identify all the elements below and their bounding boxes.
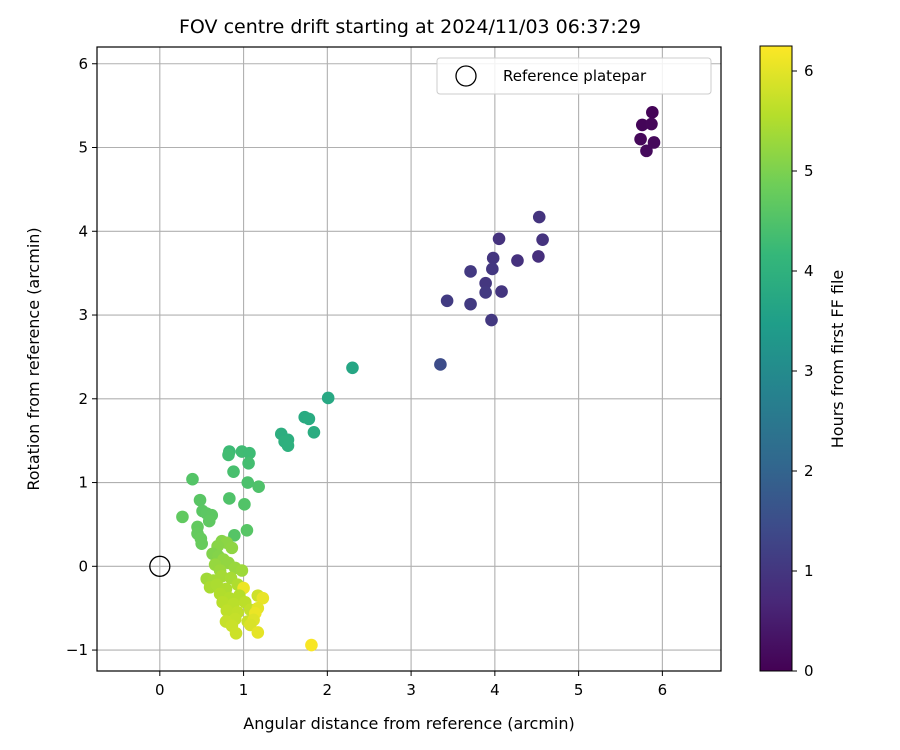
y-tick-label: 6 <box>78 55 88 73</box>
data-point <box>511 254 524 267</box>
data-point <box>464 297 477 311</box>
y-tick-label: 1 <box>78 474 88 492</box>
data-point <box>647 136 661 149</box>
x-tick-label: 4 <box>490 681 500 699</box>
data-point <box>186 472 199 486</box>
legend-box <box>436 57 712 95</box>
data-point <box>222 448 235 462</box>
data-point <box>532 250 545 263</box>
data-point <box>281 439 295 452</box>
data-point <box>227 465 240 478</box>
colorbar-tick-label: 4 <box>804 262 814 280</box>
data-point <box>434 358 447 371</box>
legend: Reference platepar <box>436 57 712 95</box>
data-point <box>645 117 658 131</box>
grid <box>97 47 721 671</box>
data-point <box>479 286 492 299</box>
data-point <box>176 510 189 524</box>
x-tick-label: 6 <box>658 681 668 699</box>
colorbar-tick-label: 0 <box>804 662 814 680</box>
data-point <box>532 210 546 224</box>
x-tick-label: 0 <box>155 681 165 699</box>
data-point <box>635 118 649 132</box>
data-point <box>242 456 255 470</box>
x-tick-label: 5 <box>574 681 584 699</box>
reference-marker-layer <box>149 555 171 577</box>
data-point <box>202 514 216 528</box>
data-point <box>346 361 359 375</box>
data-point <box>229 627 243 640</box>
x-tick-label: 1 <box>239 681 249 699</box>
data-point <box>479 276 492 290</box>
colorbar-ticks: 0 1 2 3 4 5 6 <box>792 62 814 680</box>
data-point <box>193 493 207 507</box>
data-point <box>302 412 316 426</box>
y-tick-label: −1 <box>66 641 88 659</box>
data-point <box>492 232 506 246</box>
data-point <box>321 391 335 405</box>
data-point <box>486 262 499 276</box>
data-point <box>305 638 318 652</box>
legend-reference-marker <box>455 65 477 87</box>
colorbar-gradient <box>759 45 793 672</box>
y-tick-label: 5 <box>78 139 88 157</box>
x-tick-label: 2 <box>323 681 333 699</box>
data-point <box>195 537 208 550</box>
data-point <box>536 233 549 246</box>
y-ticks: −1 0 1 2 3 4 5 6 <box>66 55 97 659</box>
y-tick-label: 3 <box>78 306 88 324</box>
x-axis-label: Angular distance from reference (arcmin) <box>243 714 574 733</box>
colorbar-label: Hours from first FF file <box>828 270 847 449</box>
data-point <box>223 492 236 505</box>
data-point <box>256 591 270 605</box>
colorbar-tick-label: 3 <box>804 362 814 380</box>
colorbar-tick-label: 2 <box>804 462 814 480</box>
data-point <box>238 498 251 511</box>
x-tick-label: 3 <box>406 681 416 699</box>
data-point <box>240 523 254 537</box>
data-point <box>440 294 454 308</box>
data-point <box>307 425 321 439</box>
data-point <box>251 626 265 639</box>
data-point <box>225 541 239 555</box>
data-point <box>634 132 647 146</box>
data-point <box>464 265 477 278</box>
data-point <box>241 476 255 489</box>
data-point <box>235 564 249 577</box>
legend-entry-reference-platepar: Reference platepar <box>503 67 647 85</box>
data-point <box>485 313 498 327</box>
y-axis-label: Rotation from reference (arcmin) <box>24 227 43 490</box>
y-tick-label: 4 <box>78 222 88 240</box>
data-point <box>495 285 508 298</box>
data-point <box>220 604 234 617</box>
y-tick-label: 2 <box>78 390 88 408</box>
colorbar-tick-label: 1 <box>804 562 814 580</box>
colorbar: 0 1 2 3 4 5 6 Hours from first FF file <box>759 45 847 680</box>
y-tick-label: 0 <box>78 557 88 575</box>
data-point <box>243 446 256 460</box>
data-point <box>646 106 659 119</box>
colorbar-tick-label: 5 <box>804 162 814 180</box>
data-point <box>252 480 265 494</box>
colorbar-tick-label: 6 <box>804 62 814 80</box>
x-ticks: 0 1 2 3 4 5 6 <box>155 671 667 699</box>
data-point <box>486 251 500 265</box>
reference-platepar-marker <box>149 555 171 577</box>
plot-frame <box>96 46 722 672</box>
data-point <box>640 144 653 158</box>
scatter-points <box>176 106 661 652</box>
chart-title: FOV centre drift starting at 2024/11/03 … <box>179 16 641 38</box>
